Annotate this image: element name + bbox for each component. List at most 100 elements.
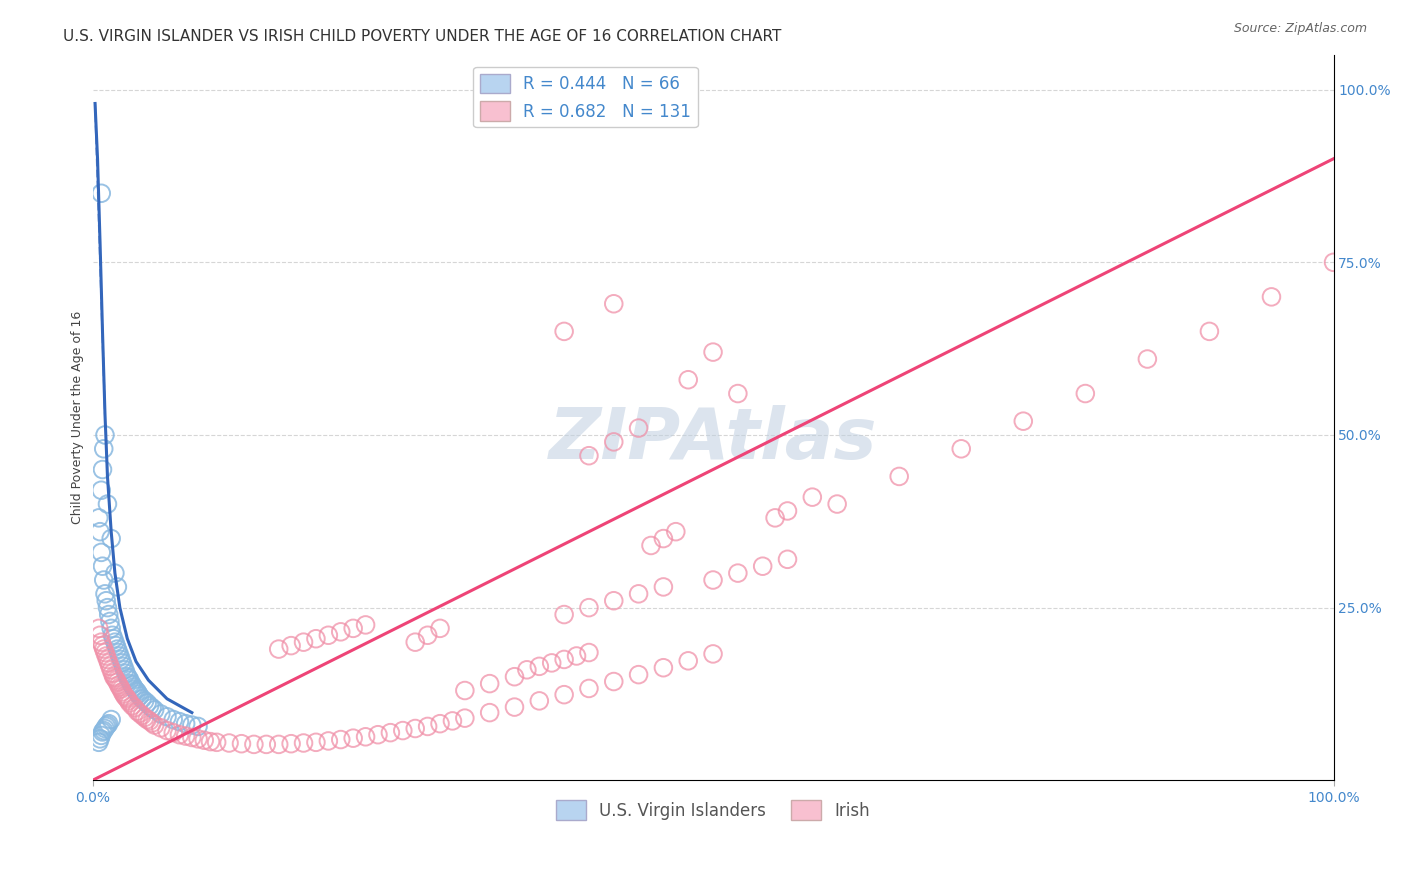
Point xyxy=(105,639,128,653)
Point xyxy=(141,700,163,714)
Point xyxy=(87,511,110,525)
Point xyxy=(156,723,179,738)
Point xyxy=(143,718,166,732)
Point xyxy=(105,580,128,594)
Point xyxy=(627,587,650,601)
Point xyxy=(676,373,699,387)
Point xyxy=(578,681,600,696)
Point xyxy=(114,689,136,703)
Point xyxy=(87,735,110,749)
Point xyxy=(529,659,551,673)
Point xyxy=(125,683,148,698)
Point xyxy=(94,646,117,660)
Point xyxy=(124,700,146,714)
Point xyxy=(134,710,156,724)
Point xyxy=(128,689,150,703)
Point xyxy=(603,297,626,311)
Point xyxy=(454,711,477,725)
Point xyxy=(121,678,143,692)
Point xyxy=(429,716,451,731)
Point xyxy=(193,733,215,747)
Point xyxy=(105,675,128,690)
Point xyxy=(776,504,799,518)
Point xyxy=(162,725,184,739)
Point xyxy=(94,428,117,442)
Point xyxy=(96,652,118,666)
Point xyxy=(96,600,118,615)
Point xyxy=(143,703,166,717)
Point xyxy=(94,587,117,601)
Point xyxy=(292,736,315,750)
Point xyxy=(652,580,675,594)
Point xyxy=(93,723,115,738)
Point xyxy=(603,674,626,689)
Point xyxy=(267,642,290,657)
Point xyxy=(131,708,153,723)
Point xyxy=(107,678,129,692)
Point xyxy=(187,731,209,746)
Point xyxy=(727,566,749,581)
Point xyxy=(118,673,141,688)
Point xyxy=(627,667,650,681)
Point xyxy=(416,719,439,733)
Point xyxy=(478,676,501,690)
Point xyxy=(553,652,575,666)
Point xyxy=(553,325,575,339)
Point xyxy=(1136,351,1159,366)
Point xyxy=(138,698,160,713)
Point xyxy=(1012,414,1035,428)
Point xyxy=(305,632,328,646)
Point xyxy=(91,725,114,739)
Point xyxy=(603,434,626,449)
Point xyxy=(117,691,139,706)
Point xyxy=(108,680,131,694)
Point xyxy=(120,676,142,690)
Point xyxy=(292,635,315,649)
Point xyxy=(565,648,588,663)
Point xyxy=(136,696,159,710)
Point xyxy=(114,663,136,677)
Point xyxy=(118,696,141,710)
Point xyxy=(96,719,118,733)
Point xyxy=(131,691,153,706)
Text: Source: ZipAtlas.com: Source: ZipAtlas.com xyxy=(1233,22,1367,36)
Point xyxy=(342,731,364,746)
Point xyxy=(162,713,184,727)
Point xyxy=(94,722,117,736)
Point xyxy=(110,682,132,697)
Text: ZIPAtlas: ZIPAtlas xyxy=(548,405,877,474)
Point xyxy=(87,621,110,635)
Point xyxy=(117,671,139,685)
Point xyxy=(156,710,179,724)
Point xyxy=(329,732,352,747)
Point xyxy=(121,698,143,713)
Point xyxy=(112,659,135,673)
Point xyxy=(138,714,160,728)
Point xyxy=(889,469,911,483)
Point xyxy=(367,728,389,742)
Point xyxy=(429,621,451,635)
Point xyxy=(100,713,122,727)
Point xyxy=(97,716,120,731)
Point xyxy=(111,685,134,699)
Point xyxy=(96,718,118,732)
Point xyxy=(354,730,377,744)
Point xyxy=(205,735,228,749)
Point xyxy=(702,573,724,587)
Point xyxy=(553,688,575,702)
Point xyxy=(93,573,115,587)
Point xyxy=(96,497,118,511)
Point xyxy=(111,656,134,670)
Point xyxy=(391,723,413,738)
Point xyxy=(603,593,626,607)
Point xyxy=(1322,255,1344,269)
Point xyxy=(243,738,266,752)
Point xyxy=(342,621,364,635)
Point xyxy=(96,648,118,663)
Point xyxy=(136,713,159,727)
Point xyxy=(112,687,135,701)
Point xyxy=(149,706,172,721)
Point xyxy=(100,532,122,546)
Point xyxy=(169,714,191,729)
Point xyxy=(503,670,526,684)
